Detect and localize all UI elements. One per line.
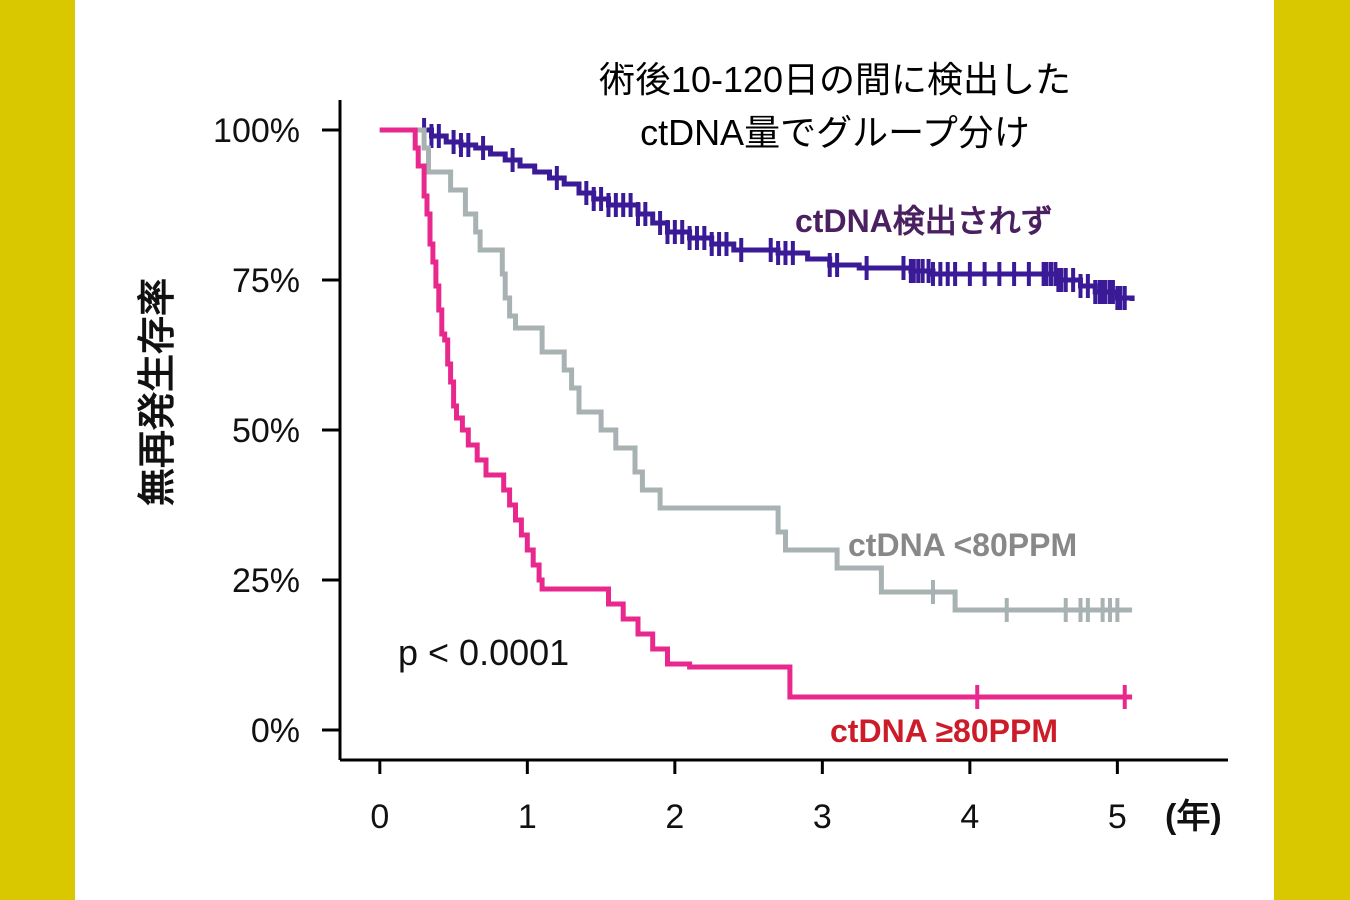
series-label-undetected: ctDNA検出されず	[795, 203, 1053, 239]
chart-title-line-1: 術後10-120日の間に検出した	[599, 59, 1071, 100]
x-unit-label: (年)	[1165, 798, 1222, 836]
series-label-low: ctDNA <80PPM	[848, 527, 1077, 563]
series-label-high: ctDNA ≥80PPM	[830, 713, 1058, 749]
y-tick-label: 75%	[232, 262, 300, 300]
x-tick-label: 2	[665, 798, 684, 836]
survival-series-1	[379, 127, 1133, 622]
y-tick-label: 100%	[213, 112, 300, 150]
y-axis-label: 無再発生存率	[137, 278, 179, 506]
x-tick-label: 0	[370, 798, 389, 836]
p-value-annotation: p < 0.0001	[398, 632, 569, 673]
y-tick-label: 25%	[232, 562, 300, 600]
left-accent-bar	[0, 0, 75, 900]
right-accent-bar	[1274, 0, 1350, 900]
y-tick-label: 0%	[251, 712, 300, 750]
x-tick-label: 5	[1108, 798, 1127, 836]
x-tick-label: 3	[813, 798, 832, 836]
x-tick-label: 4	[960, 798, 979, 836]
chart-title-line-2: ctDNA量でグループ分け	[640, 112, 1030, 153]
x-tick-label: 1	[518, 798, 537, 836]
survival-curve-line	[379, 127, 1133, 700]
survival-curve-line	[379, 127, 1133, 613]
x-ticks: 0 1 2 3 4 5	[370, 760, 1127, 836]
survival-curves	[379, 118, 1135, 709]
survival-series-2	[379, 127, 1133, 709]
survival-series-0	[379, 118, 1135, 310]
y-ticks: 0% 25% 50% 75% 100%	[213, 112, 340, 750]
y-tick-label: 50%	[232, 412, 300, 450]
